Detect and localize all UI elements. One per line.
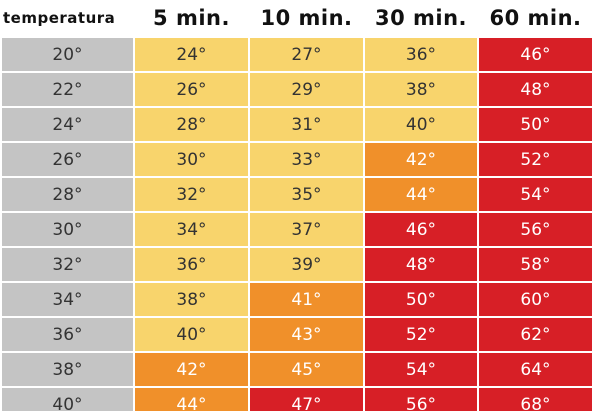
temperature-cell: 34° bbox=[0, 281, 135, 318]
table-row: 30° 34° 37° 46° 56° bbox=[0, 211, 594, 248]
table-row: 20° 24° 27° 36° 46° bbox=[0, 36, 594, 73]
time-cell: 68° bbox=[477, 386, 594, 411]
table-row: 36° 40° 43° 52° 62° bbox=[0, 316, 594, 353]
time-cell: 44° bbox=[133, 386, 250, 411]
table-row: 24° 28° 31° 40° 50° bbox=[0, 106, 594, 143]
table-row: 40° 44° 47° 56° 68° bbox=[0, 386, 594, 411]
temperature-cell: 20° bbox=[0, 36, 135, 73]
time-cell: 24° bbox=[133, 36, 250, 73]
time-cell: 50° bbox=[477, 106, 594, 143]
column-header: temperatura bbox=[3, 9, 116, 27]
temperature-cell: 36° bbox=[0, 316, 135, 353]
time-cell: 48° bbox=[477, 71, 594, 108]
table-row: 32° 36° 39° 48° 58° bbox=[0, 246, 594, 283]
time-cell: 34° bbox=[133, 211, 250, 248]
temperature-cell: 32° bbox=[0, 246, 135, 283]
time-cell: 32° bbox=[133, 176, 250, 213]
time-cell: 26° bbox=[133, 71, 250, 108]
time-cell: 38° bbox=[363, 71, 479, 108]
temperature-cell: 30° bbox=[0, 211, 135, 248]
time-cell: 40° bbox=[363, 106, 479, 143]
time-cell: 54° bbox=[477, 176, 594, 213]
time-cell: 46° bbox=[363, 211, 479, 248]
time-cell: 47° bbox=[248, 386, 365, 411]
time-cell: 56° bbox=[363, 386, 479, 411]
time-cell: 56° bbox=[477, 211, 594, 248]
time-cell: 38° bbox=[133, 281, 250, 318]
time-cell: 28° bbox=[133, 106, 250, 143]
time-cell: 62° bbox=[477, 316, 594, 353]
time-cell: 39° bbox=[248, 246, 365, 283]
table-row: 38° 42° 45° 54° 64° bbox=[0, 351, 594, 388]
time-cell: 44° bbox=[363, 176, 479, 213]
table-body: 20° 24° 27° 36° 46° 22° 26° 29° 38° 48° 24° 28° 31° 4… bbox=[0, 36, 594, 411]
time-cell: 35° bbox=[248, 176, 365, 213]
time-cell: 31° bbox=[248, 106, 365, 143]
time-cell: 37° bbox=[248, 211, 365, 248]
time-cell: 29° bbox=[248, 71, 365, 108]
temperature-cell: 26° bbox=[0, 141, 135, 178]
time-cell: 48° bbox=[363, 246, 479, 283]
time-cell: 27° bbox=[248, 36, 365, 73]
header-row: temperatura 5 min. 10 min. 30 min. 60 min. bbox=[1, 0, 593, 37]
table-row: 28° 32° 35° 44° 54° bbox=[0, 176, 594, 213]
time-cell: 36° bbox=[133, 246, 250, 283]
temperature-cell: 22° bbox=[0, 71, 135, 108]
table-row: 26° 30° 33° 42° 52° bbox=[0, 141, 594, 178]
table-row: 22° 26° 29° 38° 48° bbox=[0, 71, 594, 108]
time-cell: 30° bbox=[133, 141, 250, 178]
time-cell: 36° bbox=[363, 36, 479, 73]
time-cell: 40° bbox=[133, 316, 250, 353]
temperature-cell: 38° bbox=[0, 351, 135, 388]
column-header: 30 min. bbox=[374, 6, 468, 30]
time-cell: 45° bbox=[248, 351, 365, 388]
column-header: 10 min. bbox=[260, 6, 353, 30]
time-cell: 60° bbox=[477, 281, 594, 318]
column-header: 60 min. bbox=[489, 6, 582, 30]
temperature-cell: 40° bbox=[0, 386, 135, 411]
column-header: 5 min. bbox=[153, 6, 230, 30]
time-cell: 46° bbox=[477, 36, 594, 73]
time-cell: 64° bbox=[477, 351, 594, 388]
time-cell: 52° bbox=[477, 141, 594, 178]
temperature-cell: 28° bbox=[0, 176, 135, 213]
time-cell: 41° bbox=[248, 281, 365, 318]
time-cell: 58° bbox=[477, 246, 594, 283]
time-cell: 43° bbox=[248, 316, 365, 353]
time-cell: 33° bbox=[248, 141, 365, 178]
time-cell: 52° bbox=[363, 316, 479, 353]
temperature-cell: 24° bbox=[0, 106, 135, 143]
time-cell: 50° bbox=[363, 281, 479, 318]
time-cell: 42° bbox=[133, 351, 250, 388]
time-cell: 54° bbox=[363, 351, 479, 388]
table-row: 34° 38° 41° 50° 60° bbox=[0, 281, 594, 318]
time-cell: 42° bbox=[363, 141, 479, 178]
